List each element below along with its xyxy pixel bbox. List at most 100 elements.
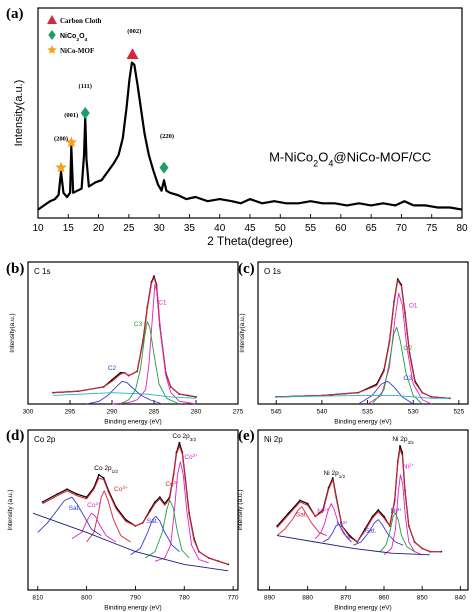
- peak-label: Sat.: [147, 518, 159, 525]
- data-point: [41, 501, 44, 503]
- series-line-baseline: [276, 395, 450, 399]
- peak-label: Sat.: [296, 511, 308, 518]
- x-tick-label: 15: [63, 223, 75, 234]
- peak-label: Ni 2p3/2: [392, 436, 414, 445]
- x-tick-label: 60: [335, 223, 347, 234]
- chart-panel-d: 810 800 790 780 770 Binding energy (eV) Intens…: [6, 428, 239, 612]
- peak-label: C1: [158, 300, 167, 307]
- x-tick-label: 770: [228, 595, 239, 602]
- series-line-xrd: [37, 61, 463, 211]
- y-axis-title: Intensity (a.u.): [237, 489, 244, 530]
- peak-label: Co 2p3/2: [172, 433, 196, 442]
- x-tick-label: 275: [233, 409, 244, 416]
- legend: Carbon Cloth NiCo2O4 NiCo-MOF: [47, 15, 102, 55]
- x-tick-label: 545: [271, 409, 282, 416]
- peak-marker-diamond: [80, 107, 90, 119]
- peak-label: Ni2+: [317, 507, 329, 516]
- x-tick-label: 790: [130, 595, 141, 602]
- data-point: [399, 445, 401, 447]
- series-line-o3: [358, 380, 414, 405]
- data-point: [153, 275, 155, 278]
- x-tick-label: 810: [32, 595, 43, 602]
- x-tick-label: 530: [408, 409, 419, 416]
- legend-label: NiCo-MOF: [60, 47, 94, 55]
- x-tick-label: 840: [455, 595, 466, 602]
- plot-frame: [27, 261, 239, 405]
- x-tick-label: 535: [362, 409, 373, 416]
- data-point: [377, 509, 380, 511]
- series-line-sat-1: [353, 519, 404, 546]
- data-point: [158, 496, 161, 499]
- y-axis-title: Intensity(a.u.): [13, 80, 25, 147]
- panel-letter: (c): [238, 261, 255, 277]
- peak-label: Co2+: [87, 500, 101, 509]
- peak-label: Co 2p1/2: [94, 465, 118, 474]
- series-line-baseline: [277, 535, 430, 556]
- panel-letter: (a): [6, 6, 24, 22]
- peak-marker-triangle: [126, 48, 139, 59]
- peak-label: (111): [79, 83, 92, 90]
- legend-label: Carbon Cloth: [60, 17, 102, 25]
- peak-label: Sat.: [365, 527, 377, 534]
- peak-label: (002): [127, 28, 141, 35]
- x-tick-label: 290: [107, 409, 118, 416]
- x-axis-title: Binding energy (eV): [104, 419, 161, 426]
- series-line-fit: [276, 448, 442, 553]
- x-tick-label: 75: [426, 223, 438, 234]
- series-line-baseline: [53, 392, 197, 399]
- series-line-baseline: [32, 512, 229, 572]
- peak-label: (001): [64, 112, 78, 119]
- x-tick-label: 40: [214, 223, 226, 234]
- plot-frame: [257, 429, 469, 591]
- plot-frame: [27, 429, 239, 591]
- x-axis-title: 2 Theta(degree): [207, 234, 293, 248]
- data-point: [178, 441, 181, 444]
- peak-label: Co3+: [184, 452, 198, 461]
- data-point: [102, 477, 105, 479]
- peak-label: Ni3+: [336, 520, 348, 529]
- data-point: [299, 499, 301, 502]
- series-line-ni2-2p1-2: [314, 503, 350, 540]
- peak-label: O2: [403, 345, 412, 352]
- x-tick-label: 55: [305, 223, 317, 234]
- x-tick-label: 10: [32, 223, 44, 234]
- panel-letter: (e): [238, 428, 255, 444]
- data-point: [396, 278, 399, 280]
- peak-label: Co2+: [165, 480, 179, 489]
- peak-label: Co3+: [114, 484, 128, 493]
- series-line-c1: [111, 284, 197, 405]
- x-axis-title: Binding energy (eV): [334, 419, 391, 426]
- data-point: [331, 477, 334, 479]
- x-tick-label: 35: [184, 223, 196, 234]
- plot-frame: [37, 7, 463, 219]
- panel-letter: (d): [6, 428, 24, 444]
- x-axis-title: Binding energy (eV): [334, 605, 391, 612]
- element-label: C 1s: [34, 267, 50, 276]
- series-line-ni3-2p3-2: [379, 512, 415, 552]
- series-line-sat-2: [276, 506, 327, 537]
- series-line-fit: [276, 279, 450, 399]
- series-line-raw: [42, 442, 229, 565]
- peak-label: Ni2+: [403, 462, 415, 471]
- plot-frame: [257, 261, 469, 405]
- sample-label: M-NiCo2O4@NiCo-MOF/CC: [269, 149, 431, 168]
- x-tick-label: 280: [191, 409, 202, 416]
- data-point: [56, 493, 59, 495]
- peak-label: Sat.: [69, 505, 81, 512]
- x-tick-label: 65: [366, 223, 378, 234]
- element-label: O 1s: [264, 267, 281, 276]
- peak-label: O1: [409, 302, 418, 309]
- series-line-o1: [367, 292, 432, 405]
- series-line-raw: [276, 278, 450, 399]
- series-line-ni3-2p1-2: [322, 523, 352, 543]
- x-tick-label: 20: [93, 223, 105, 234]
- data-point: [66, 488, 68, 491]
- x-tick-label: 30: [154, 223, 166, 234]
- x-tick-label: 890: [264, 595, 275, 602]
- x-tick-label: 850: [417, 595, 428, 602]
- panel-letter: (b): [6, 261, 24, 277]
- x-tick-label: 25: [123, 223, 135, 234]
- peak-label: C2: [108, 365, 117, 372]
- peak-label: Ni 2p1/2: [324, 470, 346, 479]
- x-tick-label: 525: [453, 409, 464, 416]
